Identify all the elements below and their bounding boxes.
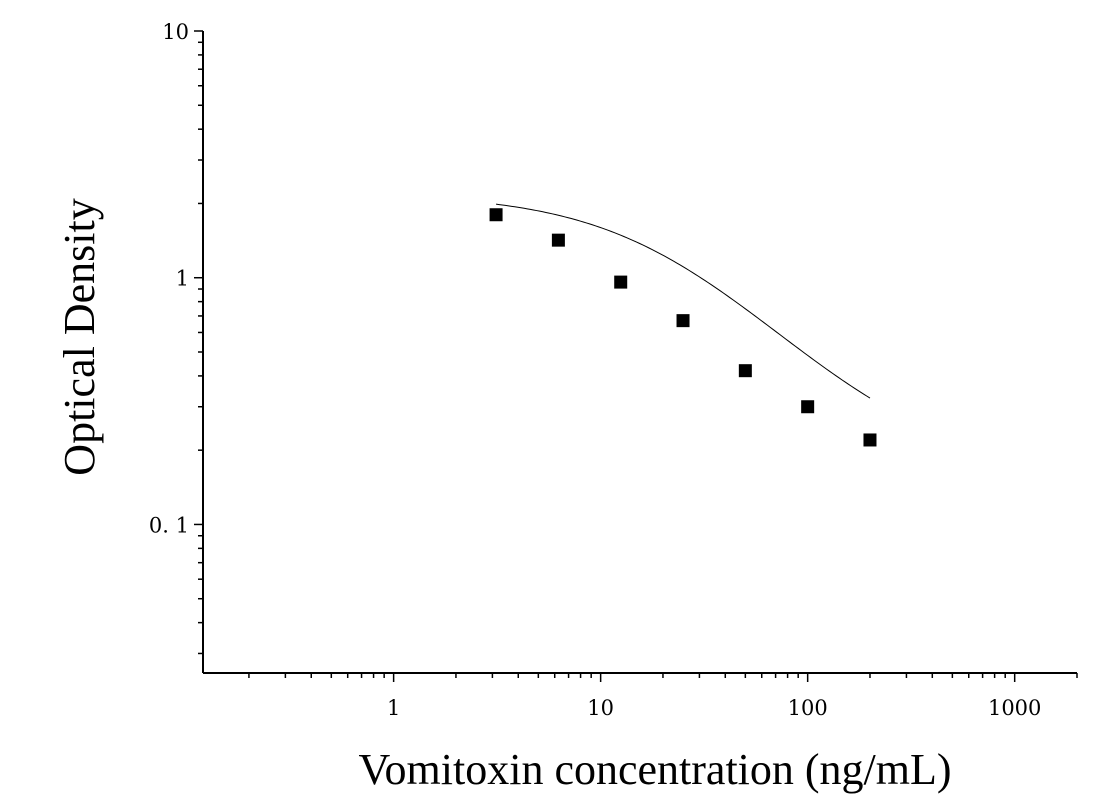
- fit-curve-line: [496, 203, 871, 399]
- data-point: [551, 233, 565, 247]
- x-tick-label: 1: [387, 696, 400, 720]
- y-tick-label: 10: [162, 20, 189, 44]
- data-point: [863, 433, 877, 447]
- x-tick-label: 1000: [988, 696, 1041, 720]
- data-point: [614, 275, 628, 289]
- data-point: [489, 208, 503, 222]
- data-point: [801, 400, 815, 414]
- data-point: [676, 314, 690, 328]
- y-tick-label: 0. 1: [149, 513, 189, 537]
- x-tick-label: 10: [587, 696, 614, 720]
- x-axis-title: Vomitoxin concentration (ng/mL): [358, 745, 951, 794]
- tick-labels-layer: 1 10 100 1000 0. 1 1 10: [149, 20, 1041, 720]
- data-points-layer: [489, 208, 877, 447]
- x-tick-label: 100: [788, 696, 828, 720]
- y-tick-label: 1: [176, 267, 189, 291]
- axes: [194, 30, 1078, 682]
- data-point: [738, 364, 752, 378]
- y-axis-title: Optical Density: [55, 198, 104, 475]
- fit-curve-layer: [496, 203, 871, 399]
